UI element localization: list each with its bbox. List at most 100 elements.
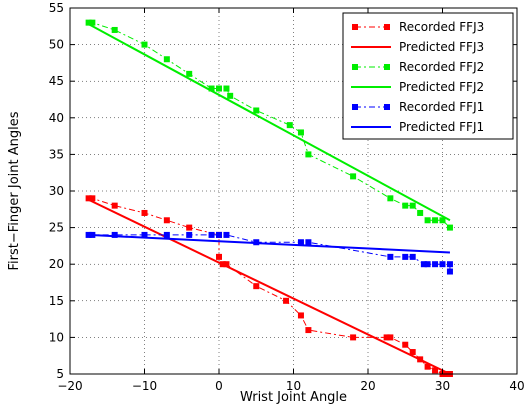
recorded-ffj3-point bbox=[297, 312, 304, 319]
y-tick-label: 45 bbox=[49, 74, 64, 88]
recorded-ffj1-point bbox=[305, 239, 312, 246]
legend-entry: Predicted FFJ2 bbox=[351, 80, 484, 94]
legend-label: Recorded FFJ1 bbox=[399, 100, 484, 114]
recorded-ffj1-point bbox=[208, 231, 215, 238]
x-tick-label: 30 bbox=[435, 379, 450, 393]
recorded-ffj1-point bbox=[432, 261, 439, 268]
recorded-ffj2-point bbox=[409, 202, 416, 209]
x-tick-label: 40 bbox=[509, 379, 524, 393]
series-recorded-ffj2 bbox=[85, 19, 453, 231]
x-tick-label: 10 bbox=[286, 379, 301, 393]
recorded-ffj2-point bbox=[253, 107, 260, 114]
recorded-ffj3-point bbox=[283, 297, 290, 304]
recorded-ffj1-point bbox=[216, 231, 222, 238]
predicted-ffj2-line bbox=[88, 23, 451, 222]
recorded-ffj2-point bbox=[89, 19, 96, 26]
recorded-ffj3-point bbox=[253, 283, 260, 290]
recorded-ffj2-point bbox=[432, 217, 439, 224]
recorded-ffj1-line bbox=[88, 234, 451, 272]
y-tick-label: 15 bbox=[49, 294, 64, 308]
recorded-ffj3-point bbox=[89, 195, 96, 202]
recorded-ffj1-point bbox=[387, 253, 394, 260]
legend-label: Predicted FFJ1 bbox=[399, 120, 484, 134]
recorded-ffj3-point bbox=[216, 253, 222, 260]
legend: Recorded FFJ3 Predicted FFJ3 Recorded FFJ2… bbox=[342, 12, 514, 140]
recorded-ffj3-point bbox=[350, 334, 357, 341]
x-tick-label: 0 bbox=[215, 379, 223, 393]
series-predicted-ffj3 bbox=[88, 198, 451, 375]
y-tick-label: 10 bbox=[49, 330, 64, 344]
x-tick-label: −10 bbox=[132, 379, 157, 393]
recorded-ffj1-point bbox=[384, 104, 390, 110]
legend-label: Predicted FFJ2 bbox=[399, 80, 484, 94]
x-tick-label: 20 bbox=[360, 379, 375, 393]
recorded-ffj3-point bbox=[387, 334, 394, 341]
recorded-ffj2-point bbox=[297, 129, 304, 136]
recorded-ffj2-point bbox=[424, 217, 431, 224]
x-axis-label: Wrist Joint Angle bbox=[240, 390, 347, 405]
recorded-ffj1-point bbox=[424, 261, 431, 268]
y-tick-label: 55 bbox=[49, 1, 64, 15]
series-predicted-ffj1 bbox=[88, 233, 450, 254]
recorded-ffj3-point bbox=[352, 24, 358, 30]
recorded-ffj2-point bbox=[417, 209, 424, 216]
recorded-ffj3-point bbox=[409, 349, 416, 356]
recorded-ffj3-point bbox=[85, 195, 92, 202]
recorded-ffj1-point bbox=[111, 231, 118, 238]
y-axis-label: First−Finger Joint Angles bbox=[7, 111, 22, 270]
recorded-ffj3-point bbox=[141, 209, 148, 216]
recorded-ffj3-point bbox=[163, 217, 170, 224]
recorded-ffj2-point bbox=[186, 70, 193, 77]
y-tick-label: 25 bbox=[49, 221, 64, 235]
legend-box bbox=[342, 12, 514, 140]
predicted-ffj3-line bbox=[88, 198, 451, 375]
y-tick-label: 40 bbox=[49, 111, 64, 125]
recorded-ffj2-point bbox=[446, 224, 453, 231]
recorded-ffj1-point bbox=[163, 231, 170, 238]
recorded-ffj2-point bbox=[384, 64, 390, 70]
y-tick-label: 30 bbox=[49, 184, 64, 198]
recorded-ffj2-point bbox=[402, 202, 409, 209]
y-tick-label: 35 bbox=[49, 147, 64, 161]
legend-label: Recorded FFJ3 bbox=[399, 20, 484, 34]
legend-entry: Recorded FFJ2 bbox=[352, 60, 484, 74]
recorded-ffj2-point bbox=[208, 85, 215, 92]
recorded-ffj1-point bbox=[223, 231, 230, 238]
recorded-ffj1-point bbox=[446, 268, 453, 275]
predicted-ffj1-line bbox=[88, 233, 450, 254]
legend-entry: Predicted FFJ3 bbox=[351, 40, 484, 54]
y-tick-label: 5 bbox=[56, 367, 64, 381]
recorded-ffj2-point bbox=[286, 122, 293, 129]
recorded-ffj2-point bbox=[111, 26, 118, 33]
recorded-ffj2-point bbox=[227, 92, 234, 99]
recorded-ffj3-point bbox=[432, 367, 439, 374]
recorded-ffj1-point bbox=[141, 231, 148, 238]
recorded-ffj1-point bbox=[186, 231, 193, 238]
recorded-ffj3-point bbox=[384, 24, 390, 30]
recorded-ffj2-point bbox=[439, 217, 446, 224]
x-tick-label: −20 bbox=[57, 379, 82, 393]
recorded-ffj3-point bbox=[305, 327, 312, 334]
recorded-ffj1-point bbox=[439, 261, 446, 268]
recorded-ffj2-point bbox=[216, 85, 222, 92]
recorded-ffj2-point bbox=[85, 19, 92, 26]
recorded-ffj1-point bbox=[297, 239, 304, 246]
recorded-ffj2-point bbox=[387, 195, 394, 202]
y-tick-label: 50 bbox=[49, 38, 64, 52]
recorded-ffj2-point bbox=[141, 41, 148, 48]
y-tick-label: 20 bbox=[49, 257, 64, 271]
recorded-ffj3-point bbox=[402, 341, 409, 348]
legend-entry: Recorded FFJ1 bbox=[352, 100, 484, 114]
legend-label: Recorded FFJ2 bbox=[399, 60, 484, 74]
recorded-ffj3-point bbox=[424, 363, 431, 370]
recorded-ffj3-point bbox=[383, 334, 390, 341]
legend-entry: Recorded FFJ3 bbox=[352, 20, 484, 34]
recorded-ffj1-point bbox=[420, 261, 427, 268]
recorded-ffj2-point bbox=[163, 56, 170, 63]
series-predicted-ffj2 bbox=[88, 23, 451, 222]
recorded-ffj1-point bbox=[446, 261, 453, 268]
axis-ticks: −20 −10 0 10 20 30 40 5 10 15 20 25 30 35 40 45 50 55 bbox=[49, 1, 525, 393]
recorded-ffj2-point bbox=[352, 64, 358, 70]
recorded-ffj1-point bbox=[352, 104, 358, 110]
